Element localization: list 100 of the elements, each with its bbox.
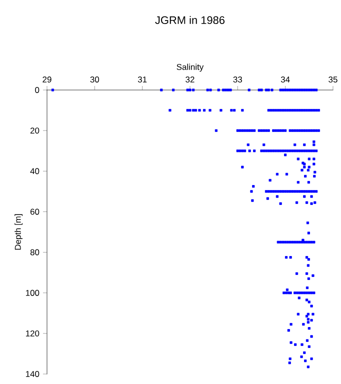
point xyxy=(230,108,233,112)
point xyxy=(310,88,313,92)
point xyxy=(226,88,230,92)
y-tick-label: 0 xyxy=(35,87,40,93)
point xyxy=(312,240,316,244)
point xyxy=(206,88,209,92)
point xyxy=(310,150,313,152)
point xyxy=(300,129,304,132)
point xyxy=(276,190,280,193)
point xyxy=(303,190,306,193)
point xyxy=(294,190,296,193)
point xyxy=(279,129,282,132)
point xyxy=(317,129,320,132)
point xyxy=(160,88,163,92)
point xyxy=(186,108,189,112)
x-tick-label: 30 xyxy=(90,76,100,82)
point xyxy=(241,108,244,112)
point xyxy=(274,150,278,152)
point xyxy=(260,150,263,152)
point xyxy=(250,190,253,193)
point xyxy=(188,108,192,112)
point xyxy=(296,292,299,294)
point xyxy=(305,292,308,294)
point xyxy=(276,129,280,132)
point xyxy=(208,108,212,112)
point xyxy=(296,190,299,193)
point xyxy=(298,150,301,152)
point xyxy=(310,292,313,294)
point xyxy=(282,292,286,294)
point xyxy=(289,292,292,294)
point xyxy=(188,88,192,92)
point xyxy=(214,129,218,132)
point xyxy=(258,88,260,92)
y-tick-label: 100 xyxy=(26,290,40,296)
point xyxy=(291,129,294,132)
point xyxy=(308,129,310,132)
point xyxy=(282,129,284,132)
y-tick-label: 20 xyxy=(30,128,40,134)
point xyxy=(286,150,290,152)
point xyxy=(296,88,299,92)
point xyxy=(308,150,310,152)
x-tick-label: 34 xyxy=(280,76,290,82)
point xyxy=(291,240,294,244)
point xyxy=(238,129,242,132)
point xyxy=(294,88,296,92)
point xyxy=(294,292,296,294)
point xyxy=(287,292,290,294)
point xyxy=(267,88,270,92)
point xyxy=(298,292,301,294)
point xyxy=(282,150,284,152)
point xyxy=(51,88,54,92)
point xyxy=(296,129,299,132)
point xyxy=(284,190,287,193)
point xyxy=(286,240,290,244)
point xyxy=(279,150,282,152)
point xyxy=(203,108,206,112)
point xyxy=(312,190,316,193)
point xyxy=(260,129,263,132)
y-tick-label: 80 xyxy=(30,249,40,256)
point xyxy=(291,190,294,193)
point xyxy=(260,88,263,92)
point xyxy=(308,292,310,294)
point xyxy=(305,88,308,92)
point xyxy=(312,88,316,92)
point xyxy=(274,129,278,132)
point xyxy=(303,240,306,244)
point xyxy=(262,129,266,132)
point xyxy=(267,190,270,193)
point xyxy=(198,108,201,112)
y-tick-label: 60 xyxy=(30,208,40,215)
point xyxy=(308,240,310,244)
point xyxy=(274,190,278,193)
point xyxy=(308,190,310,193)
x-axis-title: Salinity xyxy=(176,64,204,72)
point xyxy=(291,88,294,92)
point xyxy=(286,88,290,92)
point xyxy=(310,240,313,244)
point xyxy=(305,190,308,193)
point xyxy=(300,150,304,152)
y-tick-label: 120 xyxy=(26,330,40,336)
point xyxy=(288,240,292,244)
point xyxy=(288,190,292,193)
point xyxy=(272,150,275,152)
point xyxy=(262,150,266,152)
point xyxy=(244,150,246,152)
point xyxy=(296,240,299,244)
point xyxy=(300,190,304,193)
point xyxy=(294,240,296,244)
x-tick-label: 32 xyxy=(186,76,194,82)
point xyxy=(248,88,250,92)
point xyxy=(270,190,272,193)
point xyxy=(288,88,292,92)
point xyxy=(315,88,318,92)
point xyxy=(279,240,282,244)
x-tick-label: 33 xyxy=(233,76,242,82)
point xyxy=(209,88,212,92)
point xyxy=(303,88,306,92)
point xyxy=(284,129,287,132)
point xyxy=(300,88,304,92)
point xyxy=(241,129,244,132)
